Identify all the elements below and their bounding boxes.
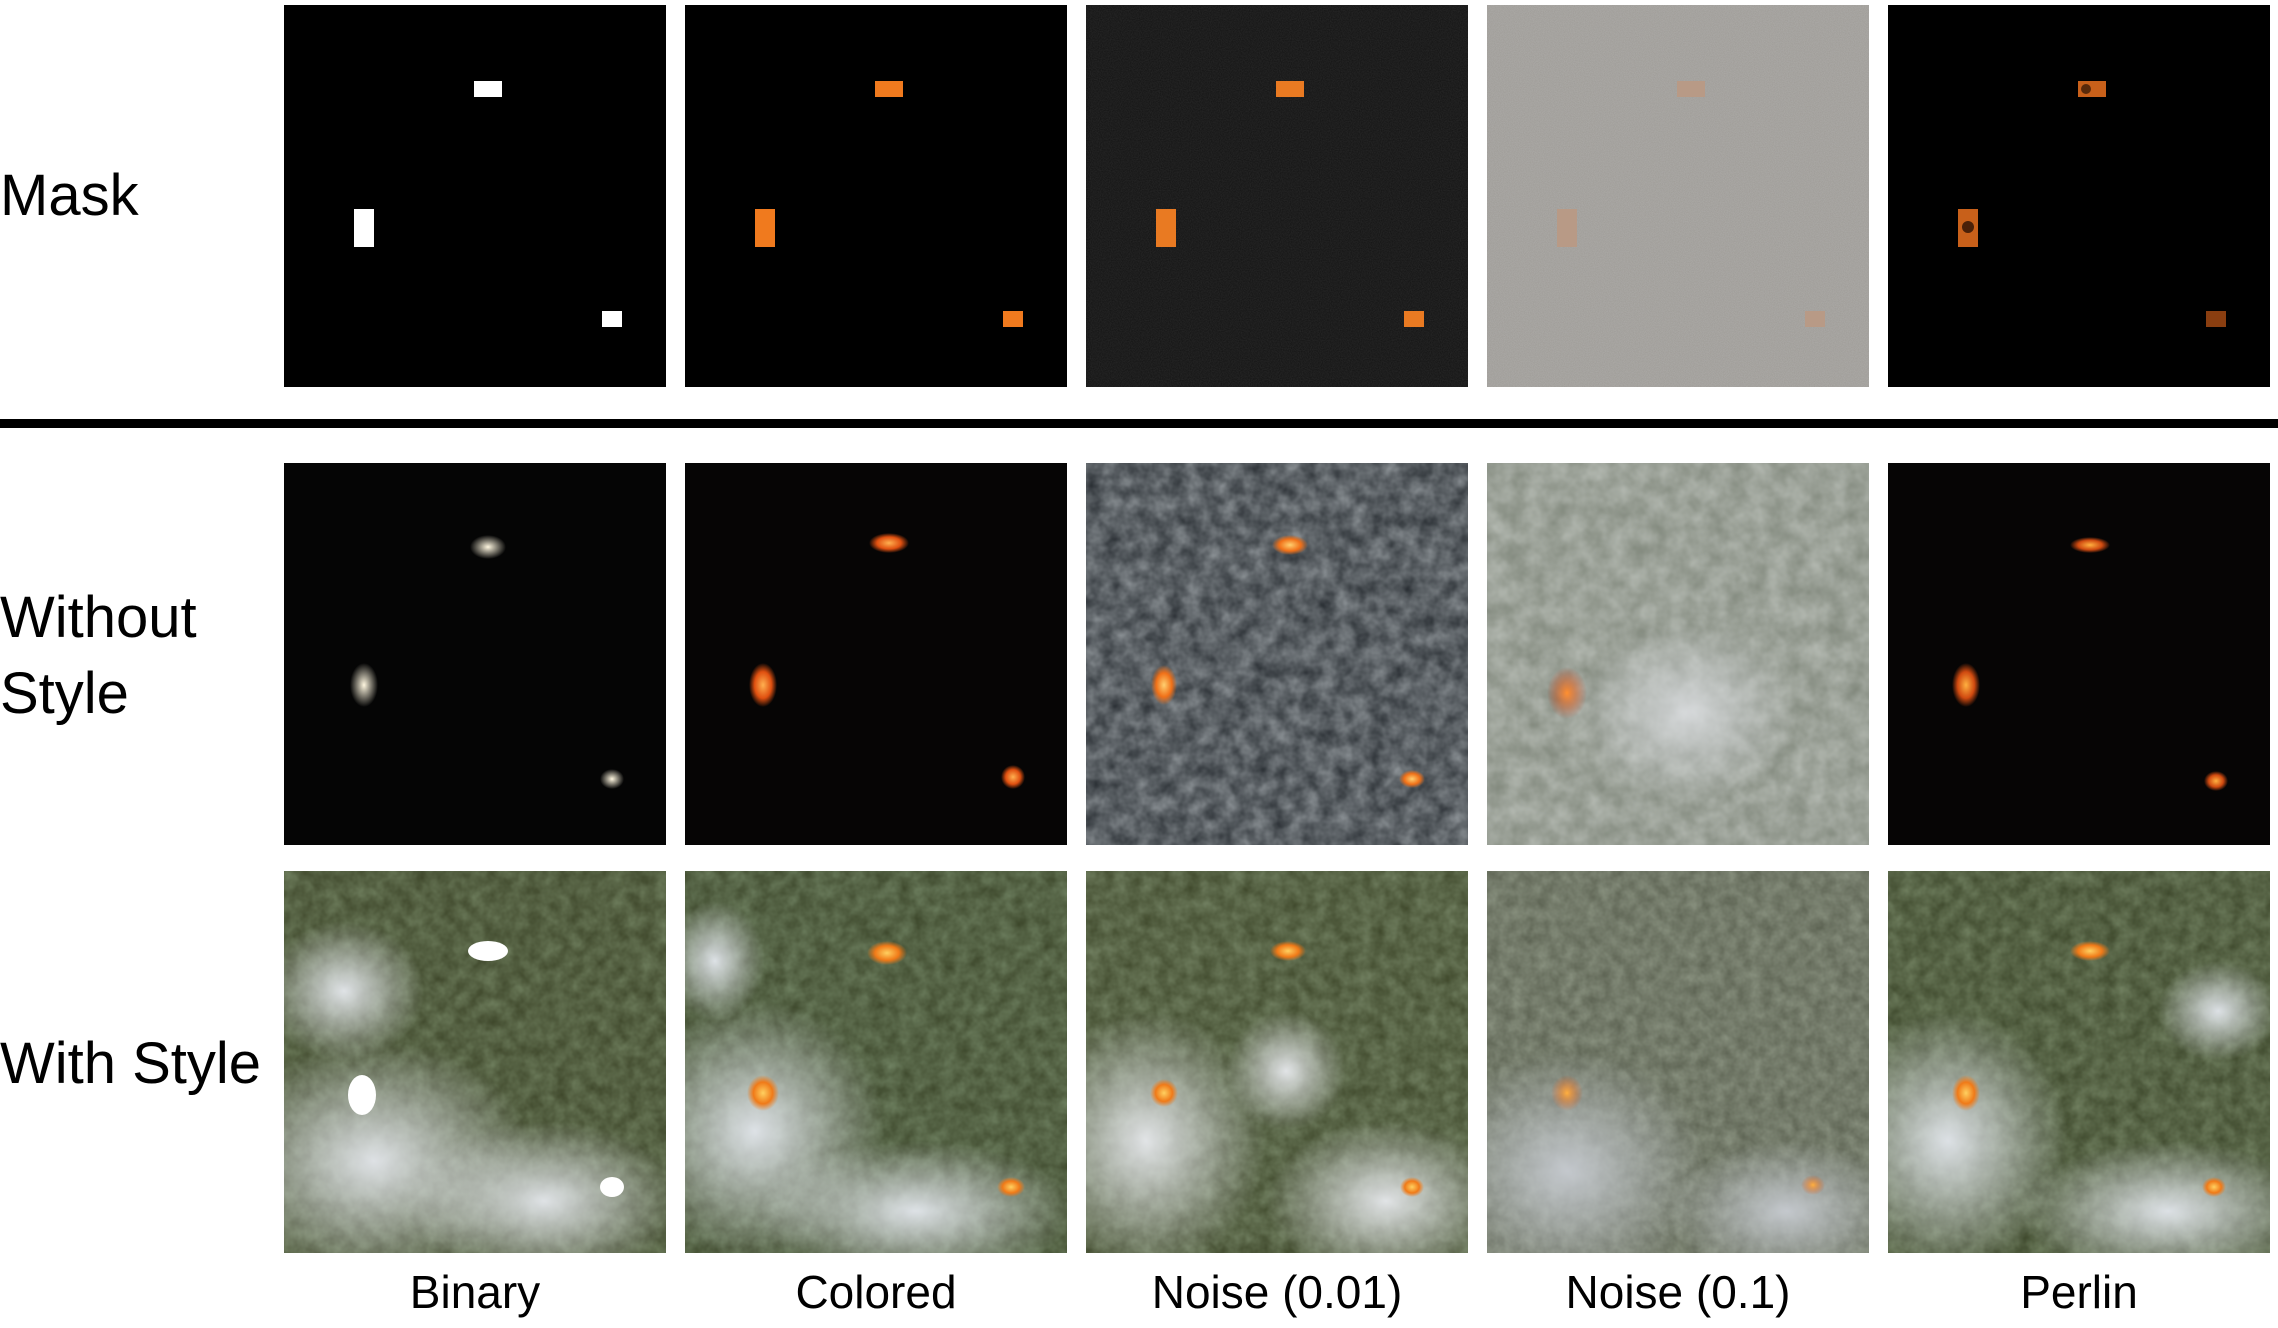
with-style-colored-image: [685, 871, 1067, 1253]
mask-noise-high-image: [1487, 5, 1869, 387]
row-label-without-style-line2: Style: [0, 661, 129, 726]
column-label-noise-low: Noise (0.01): [1151, 1266, 1403, 1318]
with-style-perlin-image: [1888, 871, 2270, 1253]
mask-colored-image: [685, 5, 1067, 387]
column-label-binary: Binary: [409, 1266, 541, 1318]
with-style-noise-low-image: [1086, 871, 1468, 1253]
row-label-without-style-line1: Without: [0, 585, 197, 650]
without-style-noise-low-image: [1086, 463, 1468, 845]
row-label-with-style: With Style: [0, 1031, 262, 1096]
column-label-colored: Colored: [795, 1266, 957, 1318]
without-style-noise-high-image: [1487, 463, 1869, 845]
with-style-noise-high-image: [1487, 871, 1869, 1253]
mask-perlin-image: [1888, 5, 2270, 387]
column-label-noise-high: Noise (0.1): [1565, 1266, 1791, 1318]
row-label-mask: Mask: [0, 163, 139, 228]
column-label-perlin: Perlin: [2020, 1266, 2138, 1318]
without-style-colored-image: [685, 463, 1067, 845]
with-style-binary-image: [284, 871, 666, 1253]
row-divider: [0, 419, 2278, 428]
mask-noise-low-image: [1086, 5, 1468, 387]
without-style-binary-image: [284, 463, 666, 845]
without-style-perlin-image: [1888, 463, 2270, 845]
mask-binary-image: [284, 5, 666, 387]
